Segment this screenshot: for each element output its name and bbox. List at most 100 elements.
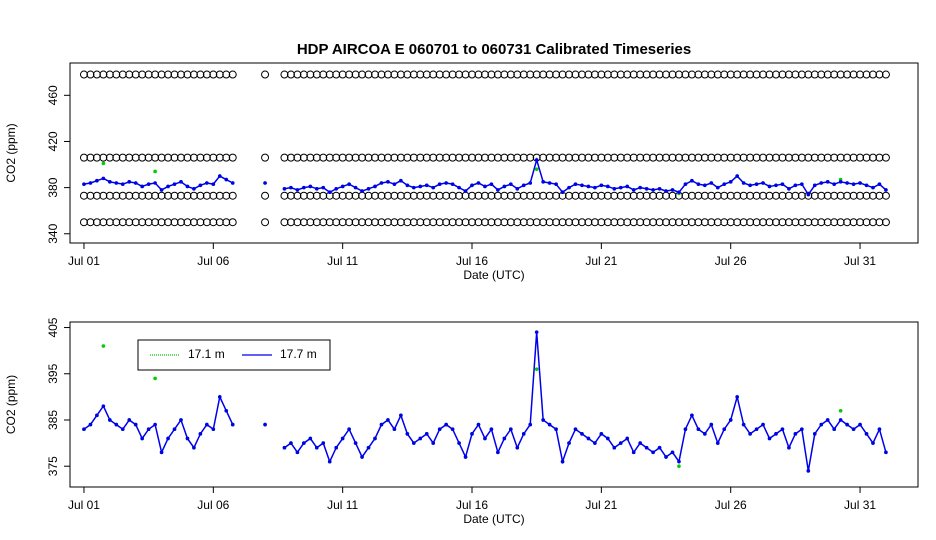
calibration-point <box>442 218 451 227</box>
calibration-point <box>707 191 716 200</box>
data-point <box>683 182 688 186</box>
calibration-point <box>261 218 270 227</box>
data-point <box>496 188 500 192</box>
calibration-point <box>526 191 535 200</box>
calibration-point <box>351 191 360 200</box>
x-tick-label: Jul 21 <box>585 254 617 268</box>
calibration-point <box>299 191 308 200</box>
data-point <box>593 185 597 190</box>
data-point <box>95 413 99 418</box>
data-point <box>489 182 494 186</box>
calibration-point <box>752 153 761 162</box>
calibration-point <box>377 191 386 200</box>
calibration-point <box>519 218 528 227</box>
calibration-point <box>319 191 328 200</box>
calibration-point <box>455 70 464 79</box>
calibration-point <box>513 218 522 227</box>
calibration-point <box>112 70 121 79</box>
calibration-point <box>597 218 606 227</box>
data-point <box>703 183 707 188</box>
calibration-point <box>778 218 787 227</box>
calibration-point <box>868 191 877 200</box>
calibration-point <box>455 218 464 227</box>
calibration-point <box>590 153 599 162</box>
data-point <box>741 181 746 185</box>
calibration-point <box>649 153 658 162</box>
x-tick-label: Jul 16 <box>456 498 488 512</box>
calibration-point <box>99 218 108 227</box>
calibration-point <box>539 153 548 162</box>
data-point <box>282 445 287 450</box>
calibration-point <box>875 70 884 79</box>
y-tick-label: 380 <box>46 177 60 197</box>
data-point <box>327 459 332 464</box>
calibration-point <box>157 191 166 200</box>
calibration-point <box>338 218 347 227</box>
calibration-point <box>416 70 425 79</box>
calibration-point <box>765 70 774 79</box>
data-point <box>573 182 578 186</box>
calibration-point <box>377 153 386 162</box>
data-point <box>631 450 636 455</box>
calibration-point <box>338 191 347 200</box>
calibration-point <box>843 191 852 200</box>
legend-label: 17.1 m <box>188 347 225 361</box>
series-line <box>284 332 887 471</box>
calibration-point <box>396 218 405 227</box>
calibration-point <box>823 153 832 162</box>
calibration-point <box>319 218 328 227</box>
calibration-point <box>468 218 477 227</box>
calibration-point <box>655 191 664 200</box>
data-point <box>211 427 216 432</box>
data-point <box>586 184 591 189</box>
calibration-point <box>668 191 677 200</box>
calibration-point <box>642 191 651 200</box>
data-point <box>534 330 539 334</box>
calibration-point <box>694 70 703 79</box>
calibration-point <box>603 218 612 227</box>
calibration-point <box>396 70 405 79</box>
calibration-point <box>480 191 489 200</box>
data-point <box>521 183 526 188</box>
data-point <box>489 427 494 432</box>
data-point <box>534 158 539 162</box>
calibration-point <box>720 191 729 200</box>
calibration-point <box>455 191 464 200</box>
data-point <box>547 422 552 427</box>
calibration-point <box>468 70 477 79</box>
data-point <box>851 182 856 186</box>
calibration-point <box>752 70 761 79</box>
calibration-point <box>739 70 748 79</box>
calibration-point <box>176 70 185 79</box>
calibration-point <box>571 218 580 227</box>
calibration-point <box>332 70 341 79</box>
calibration-point <box>513 191 522 200</box>
calibration-point <box>215 218 224 227</box>
data-point <box>120 427 125 432</box>
data-point <box>95 178 99 183</box>
data-point <box>450 427 455 432</box>
data-point <box>806 192 811 197</box>
data-point <box>88 422 93 427</box>
calibration-point <box>539 70 548 79</box>
calibration-point <box>396 153 405 162</box>
calibration-point <box>416 218 425 227</box>
x-axis-label: Date (UTC) <box>463 268 524 282</box>
calibration-point <box>358 191 367 200</box>
data-point <box>366 186 371 191</box>
legend-label: 17.7 m <box>280 347 317 361</box>
data-point <box>677 464 681 469</box>
calibration-point <box>739 153 748 162</box>
data-point <box>360 455 364 459</box>
calibration-point <box>209 218 218 227</box>
data-point <box>347 427 351 432</box>
data-point <box>88 181 93 185</box>
x-tick-label: Jul 06 <box>197 254 229 268</box>
data-point <box>133 422 138 427</box>
data-point <box>812 183 817 188</box>
data-point <box>172 427 177 432</box>
calibration-point <box>875 153 884 162</box>
data-point <box>133 181 138 185</box>
calibration-point <box>99 70 108 79</box>
data-point <box>677 190 681 195</box>
